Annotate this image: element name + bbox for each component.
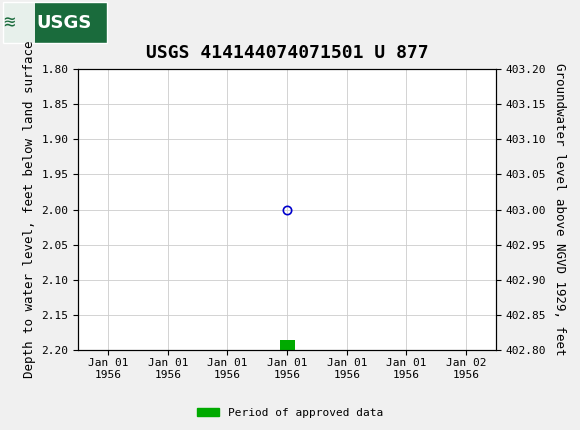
Text: ≋: ≋ bbox=[3, 13, 15, 32]
Bar bbox=[280, 340, 295, 350]
Bar bbox=[3, 2, 35, 43]
Title: USGS 414144074071501 U 877: USGS 414144074071501 U 877 bbox=[146, 44, 429, 61]
Y-axis label: Depth to water level, feet below land surface: Depth to water level, feet below land su… bbox=[23, 41, 36, 378]
Y-axis label: Groundwater level above NGVD 1929, feet: Groundwater level above NGVD 1929, feet bbox=[553, 63, 566, 356]
FancyBboxPatch shape bbox=[3, 2, 107, 43]
Text: USGS: USGS bbox=[37, 14, 92, 31]
Legend: Period of approved data: Period of approved data bbox=[193, 403, 387, 422]
